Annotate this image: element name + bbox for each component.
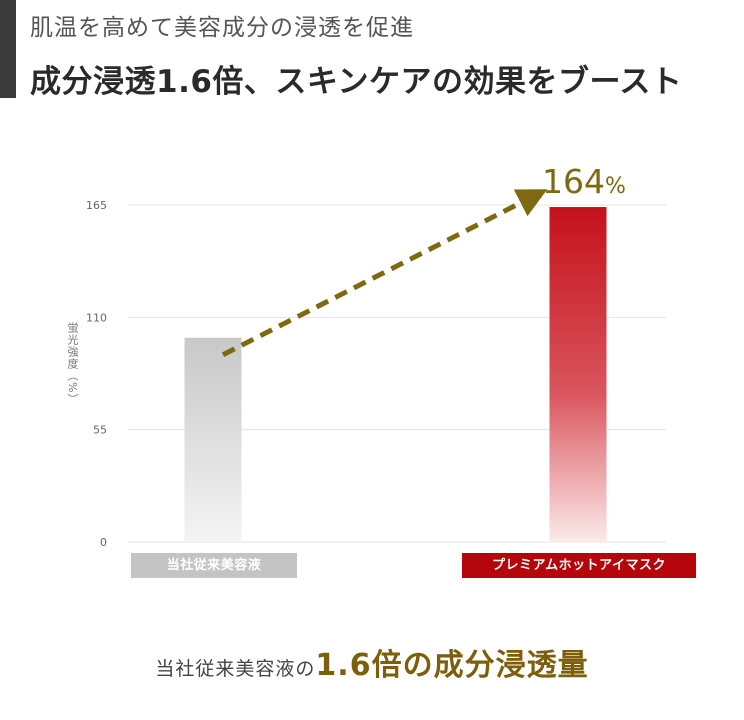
y-axis-label: 蛍光強度（%） [66,322,79,406]
bar-chart: 0 55 110 165 164% [86,162,666,549]
caption-highlight: 1.6倍の成分浸透量 [315,648,589,683]
page-title: 成分浸透1.6倍、スキンケアの効果をブースト [30,64,683,100]
category-label-premium: プレミアムホットアイマスク [462,553,696,578]
y-tick-label: 165 [86,199,107,212]
page-subtitle: 肌温を高めて美容成分の浸透を促進 [30,15,414,41]
y-tick-label: 110 [86,311,107,324]
header-accent-bar [0,0,16,98]
bar-conventional [184,337,242,542]
bar-value-unit: % [605,174,626,199]
bar-premium [549,207,607,542]
bottom-caption: 当社従来美容液の1.6倍の成分浸透量 [0,640,744,684]
category-label-conventional: 当社従来美容液 [131,553,297,578]
caption-prefix: 当社従来美容液の [155,658,316,680]
y-tick-label: 55 [93,424,107,437]
growth-arrow [221,189,548,357]
bar-value-label: 164% [542,162,626,201]
y-tick-label: 0 [100,536,107,549]
